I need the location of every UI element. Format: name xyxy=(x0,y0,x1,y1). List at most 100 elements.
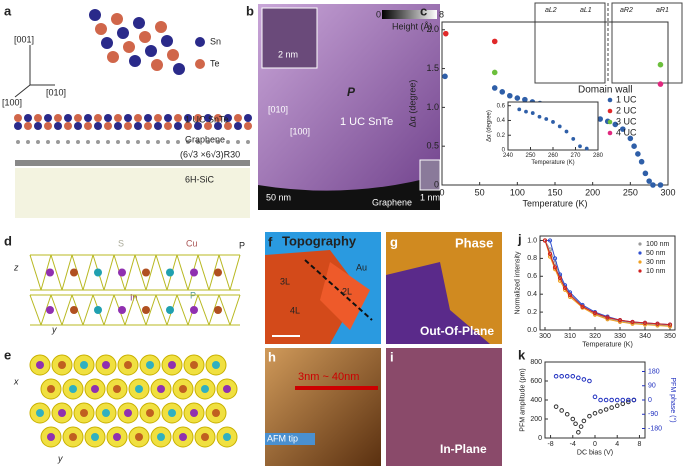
atom xyxy=(46,268,54,277)
atom xyxy=(36,140,40,144)
line-cut xyxy=(304,259,373,321)
atom xyxy=(214,114,222,122)
bond xyxy=(145,294,157,326)
data-point xyxy=(631,143,637,149)
data-point xyxy=(570,373,576,379)
data-point xyxy=(573,421,578,427)
graphene-layer xyxy=(15,160,250,166)
panel-label: j xyxy=(517,231,522,246)
data-point xyxy=(578,144,582,149)
plot-frame xyxy=(539,235,676,331)
atom xyxy=(234,122,242,130)
atom xyxy=(96,140,100,144)
atom xyxy=(58,361,66,369)
data-point xyxy=(570,416,576,422)
label: 1 UC SnTe xyxy=(185,114,229,124)
panel-label: c xyxy=(420,3,427,18)
axis-arrow xyxy=(14,84,31,98)
atom xyxy=(139,31,151,43)
atom xyxy=(24,114,32,122)
label: [010] xyxy=(46,87,66,97)
legend-label: 2 UC xyxy=(616,105,637,115)
atom xyxy=(94,268,102,277)
legend-marker xyxy=(638,260,642,264)
label: Graphene xyxy=(185,134,225,144)
y-tick-label: 0.2 xyxy=(497,133,506,139)
y-tick-label: 1.0 xyxy=(426,102,439,112)
x-axis-label: DC bias (V) xyxy=(577,450,613,457)
tip-arrow xyxy=(265,433,315,445)
sic-substrate xyxy=(15,168,250,218)
atom xyxy=(66,140,70,144)
y-tick-label: 200 xyxy=(530,416,542,423)
atom xyxy=(84,114,92,122)
label: Domain wall xyxy=(578,85,632,96)
atom xyxy=(234,114,242,122)
data-point xyxy=(557,124,562,129)
atom xyxy=(164,114,172,122)
bond xyxy=(134,294,147,326)
atom xyxy=(91,385,99,393)
atom xyxy=(58,409,66,417)
label: 8 xyxy=(439,9,444,19)
x-axis-label: Temperature (K) xyxy=(582,342,633,349)
atom xyxy=(212,361,220,369)
legend-label: 1 UC xyxy=(616,94,637,104)
y-tick-label: 0 xyxy=(434,179,439,189)
atom xyxy=(107,51,119,63)
bond xyxy=(103,294,115,326)
atom xyxy=(124,361,132,369)
x-tick-label: 4 xyxy=(615,441,619,448)
x-axis-label: Temperature (K) xyxy=(522,198,587,208)
data-point xyxy=(650,182,656,188)
atom xyxy=(124,114,132,122)
atom xyxy=(70,306,78,314)
atom xyxy=(74,114,82,122)
label: x xyxy=(13,376,19,386)
x-tick-label: 250 xyxy=(525,153,536,159)
bond xyxy=(197,294,210,326)
data-point xyxy=(514,95,521,101)
atom xyxy=(14,114,22,122)
atom xyxy=(223,433,231,441)
x-tick-label: 260 xyxy=(548,153,559,159)
panel-label: d xyxy=(4,233,12,248)
y-tick-label: 1.5 xyxy=(426,63,439,73)
y2-tick-label: -180 xyxy=(648,425,662,432)
atom xyxy=(114,122,122,130)
bond xyxy=(218,294,231,326)
data-point xyxy=(614,403,620,409)
legend-label: 50 nm xyxy=(646,250,666,257)
data-point xyxy=(581,377,587,382)
atom xyxy=(46,306,54,314)
atom xyxy=(113,385,121,393)
data-point xyxy=(537,114,542,119)
x-tick-label: 300 xyxy=(660,187,675,197)
atom xyxy=(164,122,172,130)
label: 2L xyxy=(342,286,352,296)
data-point xyxy=(530,111,535,115)
atom xyxy=(174,122,182,130)
y-tick-label: 1.0 xyxy=(527,237,537,244)
label: aL2 xyxy=(545,7,557,14)
label: 6H-SiC xyxy=(185,174,215,184)
label: y xyxy=(51,324,57,334)
bond xyxy=(124,294,136,326)
atom xyxy=(135,385,143,393)
x-tick-label: 8 xyxy=(637,441,641,448)
atom xyxy=(14,122,22,130)
atom xyxy=(190,361,198,369)
data-point xyxy=(442,73,448,80)
data-point xyxy=(631,397,637,403)
label: [100] xyxy=(2,97,22,107)
atom xyxy=(142,268,150,277)
bond xyxy=(134,254,147,291)
unit-cell-diagram xyxy=(611,2,683,84)
data-point xyxy=(491,38,498,45)
y2-axis-label: PFM phase (°) xyxy=(669,377,677,422)
label: Te xyxy=(210,58,220,68)
label: 50 nm xyxy=(266,192,291,202)
atom xyxy=(95,23,107,35)
legend-marker xyxy=(638,242,642,246)
atom xyxy=(16,140,20,144)
